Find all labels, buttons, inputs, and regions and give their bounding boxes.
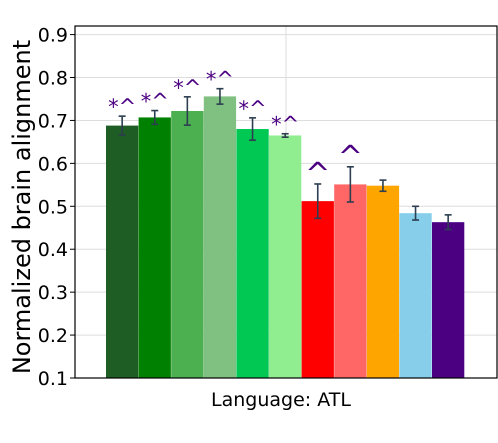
significance-annotation: ^ [305, 157, 330, 192]
bar [236, 129, 269, 378]
bar [432, 222, 465, 378]
y-tick-label: 0.9 [38, 25, 68, 47]
plot-frame [74, 25, 498, 379]
y-axis-title: Normalized brain alignment [8, 40, 36, 374]
bar [334, 184, 367, 378]
x-axis-label: Language: ATL [211, 389, 351, 411]
significance-annotation: *^ [141, 90, 169, 114]
y-tick-label: 0.2 [38, 325, 68, 347]
y-tick-label: 0.1 [38, 368, 68, 390]
significance-annotation: *^ [271, 113, 299, 137]
significance-annotation: *^ [206, 68, 234, 92]
error-bars [118, 87, 452, 231]
bar [301, 201, 334, 378]
bar [138, 117, 171, 378]
significance-annotation: *^ [108, 95, 136, 119]
y-tick-label: 0.8 [38, 68, 68, 90]
bar [203, 96, 237, 379]
y-tick-label: 0.4 [38, 239, 68, 261]
y-axis-ticks: 0.1 0.2 0.3 0.4 0.5 0.6 0.7 0.8 0.9 [38, 25, 75, 390]
bar [366, 185, 400, 378]
bar [269, 135, 302, 378]
significance-annotation: *^ [238, 97, 266, 121]
bar [106, 125, 139, 378]
annotations: *^ *^*^ *^*^*^^ ^ [108, 68, 363, 192]
bar [171, 110, 204, 379]
y-tick-label: 0.3 [38, 282, 68, 304]
y-tick-label: 0.5 [38, 196, 68, 218]
significance-annotation: ^ [338, 140, 363, 175]
y-tick-label: 0.6 [38, 153, 68, 175]
significance-annotation: *^ [173, 76, 201, 100]
y-tick-label: 0.7 [38, 110, 68, 132]
bar [399, 213, 432, 378]
bars [106, 96, 465, 379]
